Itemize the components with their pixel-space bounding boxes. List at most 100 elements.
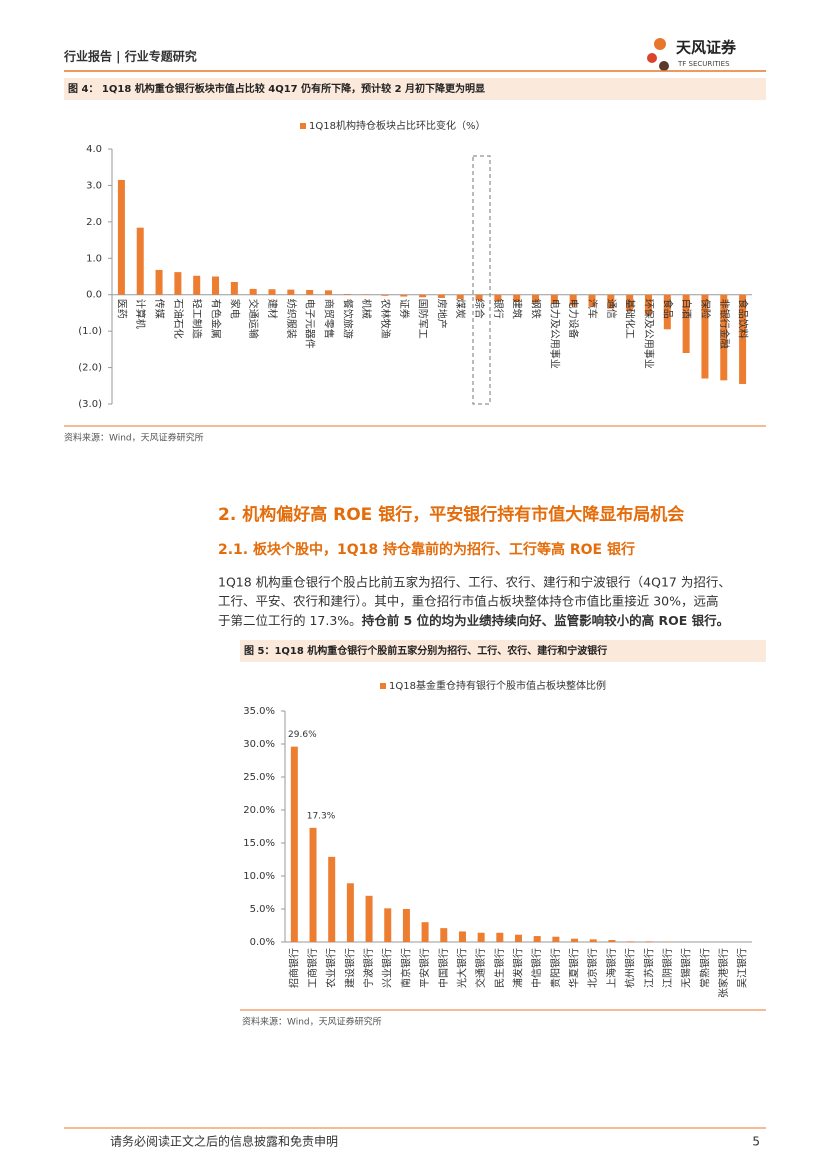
x-tick-label: 白酒 — [680, 299, 693, 319]
bar — [569, 294, 577, 306]
x-tick-label: 兴业银行 — [381, 948, 394, 988]
section-heading: 2. 机构偏好高 ROE 银行，平安银行持有市值大降显布局机会 — [218, 504, 684, 525]
x-tick-label: 餐饮旅游 — [341, 299, 354, 339]
bar — [230, 281, 238, 295]
x-tick-label: 综合 — [473, 299, 486, 319]
bar — [365, 895, 373, 942]
bar — [456, 294, 464, 300]
x-tick-label: 食品饮料 — [737, 299, 750, 339]
bar — [155, 269, 163, 295]
bar — [663, 294, 671, 330]
x-tick-label: 保险 — [699, 299, 712, 319]
y-tick-label: 0.0 — [86, 290, 102, 301]
bar — [306, 289, 314, 295]
y-tick-label: 1.0 — [86, 253, 102, 264]
x-tick-label: 无锡银行 — [680, 948, 693, 988]
x-tick-label: 上海银行 — [605, 948, 618, 988]
bar — [290, 746, 298, 942]
x-tick-label: 煤炭 — [454, 299, 467, 319]
x-tick-label: 华夏银行 — [568, 948, 581, 988]
y-tick-label: 5.0% — [250, 904, 275, 915]
bar — [421, 922, 429, 942]
y-tick-label: (3.0) — [78, 399, 102, 410]
x-tick-label: 电力设备 — [567, 299, 580, 339]
logo-dot — [659, 61, 669, 71]
legend-swatch — [300, 123, 306, 129]
bar — [458, 931, 466, 942]
x-tick-label: 机械 — [360, 299, 373, 319]
x-tick-label: 轻工制造 — [191, 299, 204, 339]
x-tick-label: 电力及公用事业 — [548, 299, 561, 369]
x-tick-label: 传媒 — [153, 299, 165, 319]
x-tick-label: 贵阳银行 — [549, 948, 562, 988]
legend-label: 1Q18基金重仓持有银行个股市值占板块整体比例 — [389, 679, 606, 692]
caption-bg — [240, 640, 766, 662]
y-tick-label: 10.0% — [243, 871, 275, 882]
figure-caption: 图 4： 1Q18 机构重仓银行板块市值占比较 4Q17 仍有所下降，预计较 2… — [68, 82, 485, 95]
data-label: 17.3% — [307, 811, 336, 821]
x-tick-label: 北京银行 — [586, 948, 599, 988]
bar — [346, 883, 354, 942]
x-tick-label: 石油石化 — [172, 299, 185, 339]
page-number: 5 — [752, 1135, 760, 1149]
x-tick-label: 张家港银行 — [717, 948, 730, 998]
bar — [419, 294, 427, 298]
highlight-box — [472, 155, 491, 405]
paragraph-line: 1Q18 机构重仓银行个股占比前五家为招行、工行、农行、建行和宁波银行（4Q17… — [218, 575, 731, 590]
x-tick-label: 商贸零售 — [322, 299, 335, 339]
x-tick-label: 建材 — [266, 299, 279, 319]
bar — [402, 909, 410, 942]
bar — [324, 290, 332, 295]
bar — [513, 294, 521, 302]
subheading: 2.1. 板块个股中，1Q18 持仓靠前的为招行、工行等高 ROE 银行 — [218, 541, 635, 558]
bar — [701, 294, 709, 379]
x-tick-label: 钢铁 — [530, 299, 543, 319]
text: 于第二位工行的 17.3%。 — [218, 613, 362, 628]
x-tick-label: 食品 — [661, 299, 674, 319]
disclaimer: 请务必阅读正文之后的信息披露和免责申明 — [110, 1134, 338, 1149]
x-tick-label: 平安银行 — [418, 948, 431, 988]
bar — [440, 928, 448, 942]
x-tick-label: 招商银行 — [287, 948, 300, 988]
x-tick-label: 建设银行 — [343, 948, 356, 988]
x-tick-label: 基础化工 — [624, 299, 637, 339]
bar — [400, 294, 408, 297]
x-tick-label: 计算机 — [134, 299, 147, 329]
y-tick-label: 3.0 — [86, 180, 102, 191]
logo-dot — [647, 53, 657, 63]
x-tick-label: 建筑 — [511, 299, 524, 319]
x-tick-label: 纺织服装 — [285, 299, 298, 339]
x-tick-label: 国防军工 — [417, 299, 430, 339]
x-tick-label: 有色金属 — [210, 299, 223, 339]
y-tick-label: 0.0% — [250, 937, 275, 948]
bar — [475, 294, 483, 301]
x-tick-label: 交通银行 — [474, 948, 487, 988]
bar — [343, 293, 351, 295]
bar — [249, 288, 257, 295]
bar — [494, 294, 502, 301]
x-tick-label: 非银行金融 — [718, 299, 731, 349]
bar — [328, 856, 336, 942]
bar — [174, 272, 182, 295]
figure-caption: 图 5：1Q18 机构重仓银行个股前五家分别为招行、工行、农行、建行和宁波银行 — [244, 644, 607, 657]
data-label: 29.6% — [288, 730, 317, 740]
legend-swatch — [380, 683, 386, 689]
source: 资料来源：Wind，天风证券研究所 — [64, 432, 204, 444]
x-tick-label: 中国银行 — [437, 948, 450, 988]
x-tick-label: 家电 — [228, 299, 241, 319]
bar — [477, 932, 485, 942]
bar — [136, 227, 144, 295]
x-tick-label: 工商银行 — [306, 948, 319, 988]
logo: 天风证券 — [676, 39, 737, 57]
bar — [437, 294, 445, 298]
bar — [589, 939, 597, 942]
x-tick-label: 民生银行 — [493, 948, 506, 988]
bar — [384, 908, 392, 942]
y-tick-label: 30.0% — [243, 739, 275, 750]
paragraph-line: 工行、平安、农行和建行）。其中，重仓招行市值占板块整体持仓市值比重接近 30%，… — [218, 594, 719, 609]
bar — [552, 936, 560, 942]
bar — [550, 294, 558, 304]
bar — [571, 938, 579, 942]
legend-label: 1Q18机构持仓板块占比环比变化（%） — [309, 119, 485, 132]
